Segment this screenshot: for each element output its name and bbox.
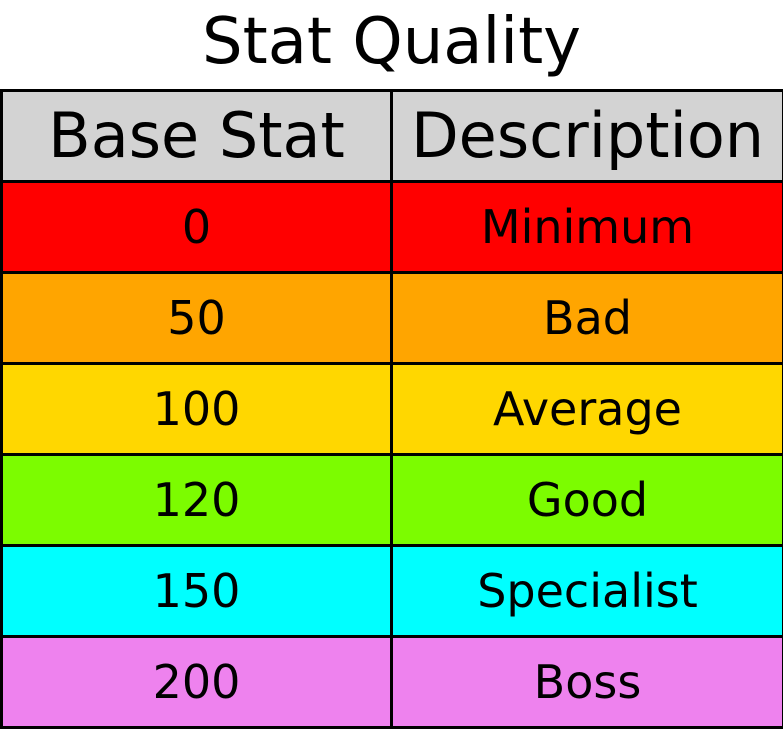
- description-cell: Bad: [392, 273, 783, 364]
- description-cell: Good: [392, 455, 783, 546]
- base-stat-cell: 0: [2, 182, 392, 273]
- base-stat-cell: 50: [2, 273, 392, 364]
- description-cell: Boss: [392, 637, 783, 728]
- base-stat-cell: 120: [2, 455, 392, 546]
- table-row: 200 Boss: [2, 637, 783, 728]
- description-cell: Specialist: [392, 546, 783, 637]
- table-body: 0 Minimum 50 Bad 100 Average 120 Good 15…: [2, 182, 783, 728]
- column-header-base-stat: Base Stat: [2, 91, 392, 182]
- table-row: 50 Bad: [2, 273, 783, 364]
- table-row: 120 Good: [2, 455, 783, 546]
- table-row: 100 Average: [2, 364, 783, 455]
- table-row: 150 Specialist: [2, 546, 783, 637]
- header-row: Base Stat Description: [2, 91, 783, 182]
- base-stat-cell: 200: [2, 637, 392, 728]
- description-cell: Minimum: [392, 182, 783, 273]
- base-stat-cell: 100: [2, 364, 392, 455]
- base-stat-cell: 150: [2, 546, 392, 637]
- stat-quality-table: Base Stat Description 0 Minimum 50 Bad 1…: [0, 89, 783, 729]
- column-header-description: Description: [392, 91, 783, 182]
- description-cell: Average: [392, 364, 783, 455]
- chart-title: Stat Quality: [0, 0, 783, 88]
- table-row: 0 Minimum: [2, 182, 783, 273]
